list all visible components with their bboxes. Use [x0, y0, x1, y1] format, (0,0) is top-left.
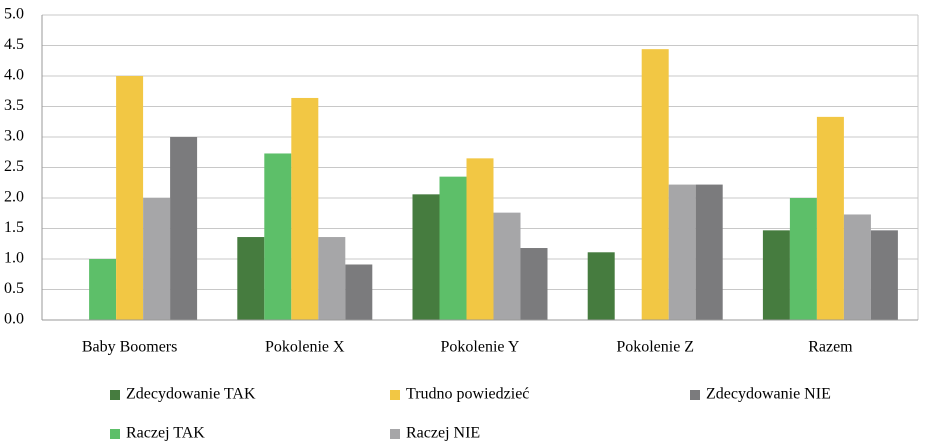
legend-label: Raczej TAK — [126, 425, 205, 442]
y-tick-label: 0.5 — [4, 280, 24, 297]
legend-swatch — [110, 390, 120, 400]
bar — [345, 264, 373, 320]
y-tick-label: 4.5 — [4, 36, 24, 53]
bar — [695, 184, 723, 320]
y-tick-label: 3.0 — [4, 128, 24, 145]
legend-label: Raczej NIE — [406, 425, 480, 442]
x-tick-label: Pokolenie X — [265, 339, 345, 356]
bar — [143, 198, 171, 320]
bar — [520, 248, 548, 320]
bar — [264, 153, 292, 320]
x-tick-label: Razem — [808, 339, 853, 356]
bar — [237, 237, 265, 320]
legend-swatch — [690, 390, 700, 400]
bar — [493, 212, 521, 320]
x-tick-label: Baby Boomers — [82, 339, 178, 356]
y-tick-label: 1.0 — [4, 250, 24, 267]
bar — [412, 194, 440, 320]
y-tick-label: 2.5 — [4, 158, 24, 175]
legend-swatch — [390, 390, 400, 400]
y-tick-label: 1.5 — [4, 219, 24, 236]
legend-label: Zdecydowanie NIE — [706, 386, 831, 403]
bar — [439, 176, 467, 320]
bar — [870, 230, 898, 320]
y-tick-label: 2.0 — [4, 189, 24, 206]
x-tick-label: Pokolenie Y — [441, 339, 520, 356]
bar — [641, 49, 669, 320]
bar — [587, 252, 615, 320]
bar — [816, 116, 844, 321]
bar — [291, 97, 319, 321]
bar — [762, 230, 790, 320]
bar — [789, 198, 817, 320]
y-tick-label: 4.0 — [4, 67, 24, 84]
legend-swatch — [110, 429, 120, 439]
x-tick-label: Pokolenie Z — [616, 339, 694, 356]
legend-label: Trudno powiedzieć — [406, 386, 529, 403]
bar — [116, 76, 144, 320]
bar — [466, 158, 494, 320]
bar — [668, 184, 696, 320]
legend-swatch — [390, 429, 400, 439]
legend-label: Zdecydowanie TAK — [126, 386, 256, 403]
y-tick-label: 0.0 — [4, 311, 24, 328]
bar — [318, 237, 346, 320]
bar — [170, 137, 198, 320]
bar — [843, 214, 871, 320]
y-tick-label: 5.0 — [4, 6, 24, 23]
y-tick-label: 3.5 — [4, 97, 24, 114]
bar — [89, 259, 117, 320]
